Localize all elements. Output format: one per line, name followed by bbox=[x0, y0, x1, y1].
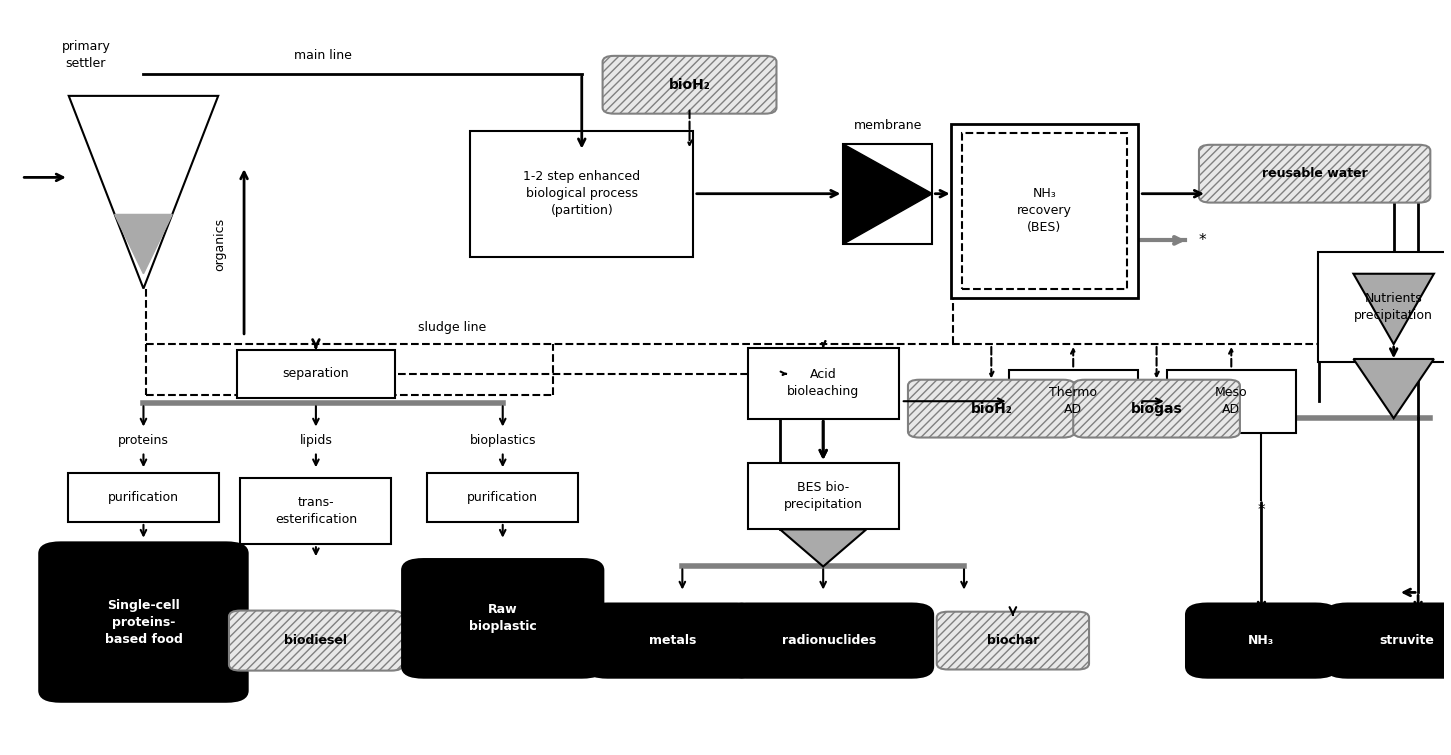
FancyBboxPatch shape bbox=[1074, 380, 1241, 438]
Text: organics: organics bbox=[213, 217, 226, 270]
Polygon shape bbox=[115, 214, 173, 274]
Text: *: * bbox=[1199, 233, 1206, 248]
Polygon shape bbox=[843, 144, 933, 244]
Text: Thermo
AD: Thermo AD bbox=[1049, 387, 1097, 416]
Text: bioplastics: bioplastics bbox=[470, 434, 535, 447]
Text: struvite: struvite bbox=[1380, 634, 1434, 647]
Text: proteins: proteins bbox=[118, 434, 168, 447]
Text: Raw
bioplastic: Raw bioplastic bbox=[469, 603, 537, 633]
Polygon shape bbox=[781, 529, 866, 566]
Text: NH₃: NH₃ bbox=[1248, 634, 1274, 647]
Text: primary
settler: primary settler bbox=[61, 40, 110, 70]
FancyBboxPatch shape bbox=[586, 603, 759, 678]
Text: radionuclides: radionuclides bbox=[782, 634, 876, 647]
Text: biogas: biogas bbox=[1130, 402, 1183, 415]
Text: metals: metals bbox=[649, 634, 696, 647]
Text: Meso
AD: Meso AD bbox=[1214, 387, 1248, 416]
Text: separation: separation bbox=[283, 367, 350, 381]
Text: purification: purification bbox=[467, 491, 538, 504]
Text: biochar: biochar bbox=[987, 634, 1039, 647]
Text: reusable water: reusable water bbox=[1262, 167, 1367, 180]
Polygon shape bbox=[68, 96, 218, 288]
FancyBboxPatch shape bbox=[937, 612, 1090, 670]
Bar bbox=[241, 478, 392, 544]
FancyBboxPatch shape bbox=[724, 603, 933, 678]
FancyBboxPatch shape bbox=[1199, 145, 1431, 202]
Bar bbox=[470, 131, 694, 257]
Text: BES bio-
precipitation: BES bio- precipitation bbox=[784, 481, 862, 511]
FancyBboxPatch shape bbox=[1326, 603, 1451, 678]
Text: Acid
bioleaching: Acid bioleaching bbox=[786, 368, 859, 399]
Bar bbox=[68, 473, 219, 522]
Text: trans-
esterification: trans- esterification bbox=[274, 496, 357, 526]
Bar bbox=[427, 473, 577, 522]
Text: NH₃
recovery
(BES): NH₃ recovery (BES) bbox=[1017, 187, 1072, 234]
FancyBboxPatch shape bbox=[402, 559, 604, 678]
Bar bbox=[843, 143, 933, 244]
Text: 1-2 step enhanced
biological process
(partition): 1-2 step enhanced biological process (pa… bbox=[524, 170, 640, 217]
Text: *: * bbox=[1258, 504, 1265, 519]
FancyBboxPatch shape bbox=[908, 380, 1075, 438]
Text: membrane: membrane bbox=[853, 119, 921, 132]
Polygon shape bbox=[1354, 359, 1434, 418]
Bar bbox=[1167, 370, 1296, 433]
Bar bbox=[950, 124, 1138, 297]
Bar bbox=[1319, 252, 1451, 362]
Bar bbox=[747, 463, 898, 529]
Text: lipids: lipids bbox=[299, 434, 332, 447]
Text: main line: main line bbox=[295, 48, 353, 62]
FancyBboxPatch shape bbox=[229, 611, 403, 670]
Bar bbox=[237, 350, 395, 398]
Text: purification: purification bbox=[107, 491, 178, 504]
Text: Single-cell
proteins-
based food: Single-cell proteins- based food bbox=[104, 599, 183, 646]
Text: bioH₂: bioH₂ bbox=[669, 78, 711, 92]
FancyBboxPatch shape bbox=[1185, 603, 1336, 678]
Bar bbox=[962, 133, 1127, 288]
Polygon shape bbox=[1354, 274, 1434, 344]
FancyBboxPatch shape bbox=[39, 542, 248, 701]
Text: Nutrients
precipitation: Nutrients precipitation bbox=[1354, 292, 1434, 322]
Bar bbox=[1008, 370, 1138, 433]
FancyBboxPatch shape bbox=[602, 56, 776, 114]
Text: bioH₂: bioH₂ bbox=[971, 402, 1013, 415]
Text: biodiesel: biodiesel bbox=[284, 634, 347, 647]
Bar bbox=[747, 348, 898, 418]
Text: sludge line: sludge line bbox=[418, 322, 486, 334]
